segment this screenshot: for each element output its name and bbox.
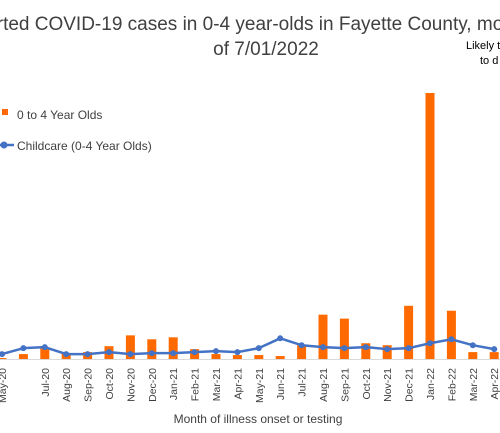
line-point-Aug-21 (320, 344, 326, 351)
bar-May-21 (254, 355, 264, 359)
x-tick-Apr-21: Apr-21 (232, 368, 244, 400)
line-point-Mar-22 (469, 342, 476, 349)
line-point-Nov-21 (384, 346, 391, 353)
x-tick-Dec-21: Dec-21 (404, 368, 416, 402)
line-point-Jan-22 (427, 340, 433, 347)
line-point-Jan-21 (170, 350, 177, 357)
chart-title-line-1: orted COVID-19 cases in 0-4 year-olds in… (0, 14, 500, 35)
x-tick-Nov-21: Nov-21 (382, 368, 394, 402)
legend: 0 to 4 Year Olds Childcare (0-4 Year Old… (0, 108, 152, 153)
line-point-Feb-22 (448, 336, 455, 343)
chart-title-line-2: of 7/01/2022 (213, 39, 319, 60)
bar-Oct-21 (361, 343, 371, 359)
bar-Dec-21 (404, 305, 414, 359)
x-tick-Feb-21: Feb-21 (190, 368, 202, 401)
line-point-Feb-21 (191, 349, 198, 356)
x-tick-Jan-22: Jan-22 (425, 368, 437, 400)
bar-Jun-21 (275, 356, 285, 359)
line-point-Oct-21 (362, 344, 369, 351)
x-tick-Jan-21: Jan-21 (168, 368, 180, 400)
x-tick-Jul-21: Jul-21 (297, 368, 309, 397)
bar-Jul-21 (297, 345, 307, 359)
line-point-May-20 (0, 351, 5, 358)
childcare-line (1, 337, 495, 356)
line-point-Jun-20 (20, 345, 27, 352)
bar-Mar-21 (211, 354, 221, 359)
chart-note-line-2: to d (480, 55, 498, 67)
x-tick-May-20: May-20 (0, 368, 9, 403)
bar-series (0, 93, 499, 359)
x-tick-Aug-21: Aug-21 (318, 368, 330, 402)
line-point-Aug-20 (63, 351, 70, 358)
bar-May-20 (0, 358, 7, 359)
x-tick-Apr-22: Apr-22 (489, 368, 500, 400)
bar-Jun-20 (18, 354, 28, 359)
bar-Aug-21 (318, 314, 328, 359)
x-tick-Mar-22: Mar-22 (468, 368, 480, 401)
x-tick-May-21: May-21 (254, 368, 266, 403)
line-point-Jun-21 (277, 335, 284, 342)
bar-Jan-22 (425, 93, 435, 359)
x-tick-Nov-20: Nov-20 (125, 368, 137, 402)
line-point-Dec-21 (405, 345, 412, 352)
x-tick-labels: May-20 Jul-20 Aug-20 Sep-20 Oct-20 Nov-20 Dec-… (0, 368, 500, 403)
bar-Nov-20 (125, 335, 135, 359)
x-tick-Sep-21: Sep-21 (339, 368, 351, 402)
line-point-Apr-21 (234, 349, 241, 356)
bar-Apr-22 (489, 352, 499, 359)
line-point-Oct-20 (106, 349, 112, 356)
bar-Dec-20 (147, 339, 157, 359)
bar-Jul-20 (40, 347, 50, 359)
line-point-May-21 (255, 345, 262, 352)
bar-Sep-21 (339, 318, 349, 359)
x-tick-Feb-22: Feb-22 (446, 368, 458, 401)
legend-line-label: Childcare (0-4 Year Olds) (17, 139, 152, 153)
line-point-Mar-21 (213, 348, 219, 355)
x-tick-Sep-20: Sep-20 (83, 368, 95, 402)
x-tick-Jun-21: Jun-21 (275, 368, 287, 400)
x-tick-Mar-21: Mar-21 (211, 368, 223, 401)
chart-note-line-1: Likely t (466, 40, 500, 52)
line-point-Sep-21 (341, 345, 348, 352)
bar-Feb-22 (446, 310, 456, 359)
x-axis-label: Month of illness onset or testing (174, 412, 343, 426)
bar-Jan-21 (168, 337, 178, 359)
line-point-Nov-20 (127, 351, 134, 358)
x-tick-Oct-21: Oct-21 (361, 368, 373, 400)
x-tick-Jul-20: Jul-20 (40, 368, 52, 397)
x-tick-Oct-20: Oct-20 (104, 368, 116, 400)
line-point-Jul-20 (41, 344, 48, 351)
bar-Mar-22 (468, 352, 478, 359)
line-series (0, 335, 498, 358)
line-point-Apr-22 (491, 346, 498, 353)
line-point-Sep-20 (84, 351, 91, 358)
line-point-Dec-20 (148, 350, 155, 357)
bar-Apr-21 (232, 355, 242, 359)
x-tick-Aug-20: Aug-20 (61, 368, 73, 402)
x-tick-Dec-20: Dec-20 (147, 368, 159, 402)
legend-line-marker (0, 141, 8, 149)
line-point-Jul-21 (298, 342, 305, 349)
legend-bar-swatch (2, 109, 8, 115)
legend-bar-label: 0 to 4 Year Olds (17, 108, 102, 122)
